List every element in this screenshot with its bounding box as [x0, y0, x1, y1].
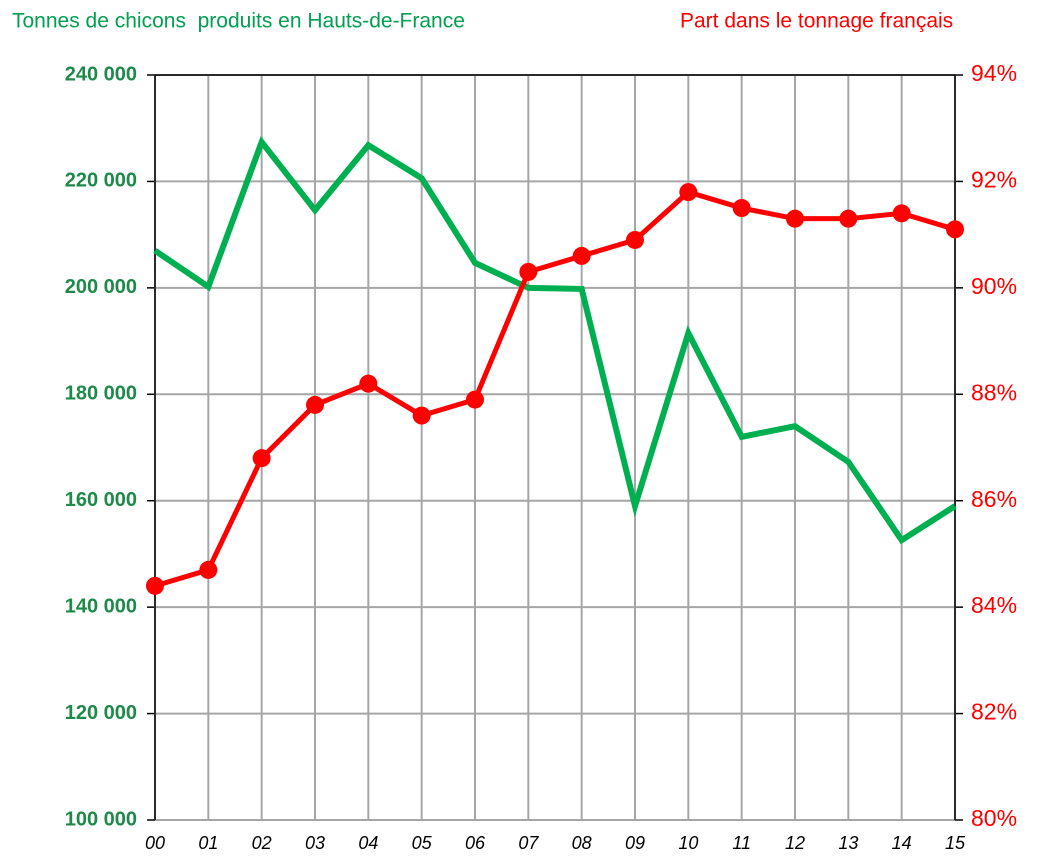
- marker: [572, 246, 591, 265]
- marker: [626, 230, 644, 249]
- y-tick-label: 200 000: [65, 276, 137, 298]
- y2-tick-label: 88%: [971, 379, 1017, 405]
- marker: [839, 209, 858, 228]
- marker: [412, 406, 431, 425]
- x-tick-label: 02: [252, 833, 272, 853]
- y-tick-label: 220 000: [65, 170, 137, 192]
- x-tick-label: 13: [838, 833, 858, 853]
- marker: [946, 220, 964, 239]
- series-line: [153, 135, 957, 545]
- y-tick-label: 160 000: [65, 489, 137, 511]
- x-tick-label: 05: [412, 833, 433, 853]
- y-tick-label: 180 000: [65, 383, 137, 405]
- x-tick-label: 10: [678, 833, 698, 853]
- x-tick-label: 03: [305, 833, 325, 853]
- y-tick-label: 140 000: [65, 595, 137, 617]
- x-tick-label: 11: [732, 833, 751, 853]
- marker: [679, 183, 698, 202]
- y2-tick-label: 92%: [971, 167, 1017, 193]
- marker: [199, 560, 218, 579]
- y-tick-label: 240 000: [65, 63, 137, 85]
- x-tick-label: 06: [465, 833, 486, 853]
- y2-tick-label: 86%: [971, 486, 1017, 512]
- chart-title: Tonnes de chicons produits en Hauts-de-F…: [12, 10, 465, 33]
- marker: [892, 204, 911, 223]
- x-tick-label: 07: [518, 833, 539, 853]
- y-tick-label: 120 000: [65, 702, 137, 724]
- x-tick-label: 08: [572, 833, 592, 853]
- y2-tick-label: 84%: [971, 592, 1017, 618]
- y2-tick-label: 90%: [971, 273, 1017, 299]
- marker: [519, 262, 538, 281]
- y2-title: Part dans le tonnage français: [680, 10, 953, 33]
- x-tick-label: 15: [945, 833, 966, 853]
- x-tick-label: 01: [198, 833, 218, 853]
- marker: [146, 576, 164, 595]
- y2-tick-label: 82%: [971, 699, 1017, 725]
- y2-tick-label: 94%: [971, 60, 1017, 86]
- x-tick-label: 14: [892, 833, 912, 853]
- x-tick-label: 12: [785, 833, 805, 853]
- y2-tick-label: 80%: [971, 805, 1017, 831]
- series-line: [154, 189, 956, 589]
- x-tick-label: 04: [358, 833, 378, 853]
- x-tick-label: 00: [145, 833, 165, 853]
- marker: [252, 449, 271, 468]
- marker: [359, 374, 378, 393]
- marker: [466, 390, 484, 409]
- marker: [786, 209, 804, 228]
- x-tick-label: 09: [625, 833, 645, 853]
- y-tick-label: 100 000: [65, 808, 137, 830]
- marker: [306, 395, 324, 414]
- marker: [732, 199, 751, 218]
